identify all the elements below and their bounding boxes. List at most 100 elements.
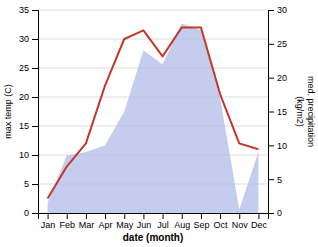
tick-mark: [32, 213, 38, 214]
axis-line: [39, 214, 269, 220]
tick-label: 35: [19, 5, 29, 15]
tick: Mar: [79, 213, 95, 230]
tick-mark: [143, 213, 144, 219]
tick-label: 10: [19, 150, 29, 160]
tick-mark: [268, 78, 274, 79]
tick: 30: [268, 5, 287, 15]
tick-mark: [268, 44, 274, 45]
y-axis: 0 5 10 15 20 25 30 35: [19, 5, 39, 218]
tick-mark: [268, 213, 274, 214]
tick-label: 30: [19, 34, 29, 44]
tick: Apr: [99, 213, 113, 230]
tick-label: Jun: [137, 220, 152, 230]
x-axis: JanFeb Mar AprMayJun Jul AugSep OctNovDec: [39, 213, 269, 230]
tick-mark: [163, 213, 164, 219]
grid: [38, 10, 268, 213]
axis-line: [269, 11, 275, 214]
y2-axis-title: med. precipitation(kg/m2): [295, 76, 316, 147]
tick: Feb: [59, 213, 75, 230]
tick-mark: [67, 213, 68, 219]
area: [48, 24, 259, 213]
tick: 0: [24, 208, 38, 218]
tick-mark: [239, 213, 240, 219]
tick-label: 5: [277, 175, 282, 185]
tick: 0: [268, 208, 282, 218]
tick-mark: [32, 68, 38, 69]
tick-mark: [32, 39, 38, 40]
axis-line: [32, 11, 39, 214]
tick-label: Feb: [59, 220, 75, 230]
tick-mark: [105, 213, 106, 219]
tick: 25: [19, 63, 38, 73]
tick-label: Mar: [79, 220, 95, 230]
y2-axis-title-line: (kg/m2): [295, 96, 305, 127]
tick-mark: [124, 213, 125, 219]
tick: Jul: [157, 213, 169, 230]
tick: 35: [19, 5, 38, 15]
tick: 25: [268, 39, 287, 49]
tick-mark: [32, 155, 38, 156]
tick-mark: [268, 112, 274, 113]
tick-mark: [32, 184, 38, 185]
tick-label: Jan: [41, 220, 56, 230]
tick: Jan: [41, 213, 56, 230]
tick: Dec: [251, 213, 268, 230]
chart: JanFeb Mar AprMayJun Jul AugSep OctNovDec 0 5 10…: [0, 0, 318, 247]
tick-label: Sep: [193, 220, 209, 230]
tick-mark: [268, 10, 274, 11]
tick-mark: [220, 213, 221, 219]
tick-label: 15: [277, 107, 287, 117]
plot: JanFeb Mar AprMayJun Jul AugSep OctNovDec 0 5 10…: [3, 5, 316, 243]
tick-mark: [32, 126, 38, 127]
y2-axis: 0 5 10 15 20 25 30: [268, 5, 287, 218]
tick-mark: [32, 97, 38, 98]
tick-label: 0: [277, 208, 282, 218]
tick-mark: [32, 10, 38, 11]
x-axis-title: date (month): [123, 232, 184, 243]
grid-line: [38, 39, 268, 40]
tick-mark: [182, 213, 183, 219]
tick: 15: [268, 107, 287, 117]
tick-label: Apr: [99, 220, 113, 230]
tick-label: May: [116, 220, 134, 230]
tick-label: 20: [19, 92, 29, 102]
tick-label: Aug: [174, 220, 190, 230]
tick-label: 5: [24, 179, 29, 189]
tick-label: 25: [277, 39, 287, 49]
grid-line: [38, 10, 268, 11]
tick: 15: [19, 121, 38, 131]
tick: 5: [268, 175, 282, 185]
tick-label: 20: [277, 73, 287, 83]
tick: May: [116, 213, 134, 230]
tick-label: Dec: [251, 220, 268, 230]
tick-mark: [268, 145, 274, 146]
tick: 10: [19, 150, 38, 160]
tick: 20: [268, 73, 287, 83]
tick-label: Oct: [214, 220, 229, 230]
tick-label: Nov: [232, 220, 249, 230]
y-axis-title: max temp (C): [3, 84, 13, 139]
tick: Nov: [232, 213, 249, 230]
tick: Jun: [137, 213, 152, 230]
tick-mark: [201, 213, 202, 219]
tick-mark: [86, 213, 87, 219]
y2-axis-title-line: med. precipitation: [306, 76, 316, 147]
tick-label: 0: [24, 208, 29, 218]
tick: 30: [19, 34, 38, 44]
tick-label: 15: [19, 121, 29, 131]
tick: Sep: [193, 213, 209, 230]
marks: [48, 24, 259, 213]
tick-label: 30: [277, 5, 287, 15]
tick-mark: [268, 179, 274, 180]
line: [48, 27, 259, 198]
tick-label: Jul: [157, 220, 169, 230]
tick: 20: [19, 92, 38, 102]
tick-label: 10: [277, 141, 287, 151]
tick: Oct: [214, 213, 229, 230]
tick-mark: [48, 213, 49, 219]
tick: Aug: [174, 213, 190, 230]
tick: 5: [24, 179, 38, 189]
tick-label: 25: [19, 63, 29, 73]
tick-mark: [258, 213, 259, 219]
tick: 10: [268, 141, 287, 151]
